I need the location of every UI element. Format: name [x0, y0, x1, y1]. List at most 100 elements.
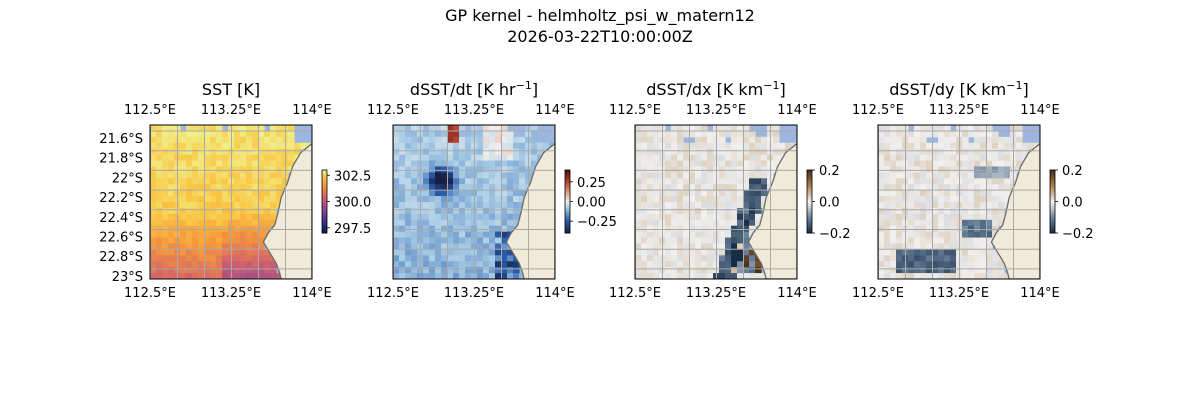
heatmap-cell [210, 249, 217, 256]
heatmap-cell [258, 273, 265, 279]
heatmap-cell [932, 249, 939, 256]
lon-label-bottom: 113.25°E [201, 286, 261, 301]
heatmap-cell [465, 172, 472, 179]
heatmap-cell [477, 231, 484, 239]
heatmap-cell [986, 255, 993, 262]
heatmap-cell [447, 225, 454, 233]
heatmap-cell [465, 261, 472, 268]
heatmap-cell [459, 142, 466, 150]
heatmap-cell [234, 130, 241, 138]
heatmap-cell [477, 125, 484, 132]
heatmap-cell [896, 243, 903, 250]
heatmap-cell [635, 225, 642, 233]
heatmap-cell [537, 148, 544, 156]
heatmap-cell [974, 219, 981, 227]
heatmap-cell [198, 130, 205, 138]
heatmap-cell [192, 219, 199, 227]
heatmap-cell [501, 166, 508, 173]
heatmap-cell [908, 213, 915, 221]
heatmap-cell [216, 273, 223, 279]
heatmap-cell [908, 190, 915, 197]
heatmap-cell [998, 154, 1005, 162]
heatmap-cell [192, 249, 199, 256]
heatmap-cell [519, 172, 526, 179]
heatmap-cell [647, 160, 654, 168]
heatmap-cell [210, 267, 217, 274]
heatmap-cell [707, 160, 714, 168]
heatmap-cell [665, 237, 672, 245]
heatmap-cell [932, 196, 939, 203]
heatmap-cell [725, 190, 732, 197]
heatmap-cell [647, 142, 654, 150]
heatmap-cell [198, 249, 205, 256]
heatmap-cell [908, 172, 915, 179]
heatmap-cell [435, 237, 442, 245]
heatmap-cell [878, 142, 885, 150]
heatmap-cell [743, 142, 750, 150]
heatmap-cell [162, 184, 169, 191]
heatmap-cell [695, 273, 702, 279]
heatmap-cell [920, 136, 927, 144]
heatmap-cell [689, 243, 696, 250]
heatmap-cell [938, 213, 945, 221]
heatmap-cell [641, 190, 648, 197]
heatmap-cell [180, 255, 187, 262]
heatmap-cell [192, 160, 199, 168]
heatmap-cell [393, 154, 400, 162]
heatmap-cell [896, 172, 903, 179]
heatmap-cell [216, 249, 223, 256]
heatmap-cell [258, 267, 265, 274]
heatmap-cell [192, 130, 199, 138]
heatmap-cell [890, 243, 897, 250]
heatmap-cell [635, 184, 642, 191]
colorbar-strip [807, 188, 812, 191]
heatmap-cell [501, 213, 508, 221]
heatmap-cell [216, 243, 223, 250]
heatmap-cell [890, 184, 897, 191]
heatmap-cell [156, 225, 163, 233]
heatmap-cell [719, 213, 726, 221]
heatmap-cell [653, 231, 660, 239]
heatmap-cell [435, 172, 442, 179]
heatmap-cell [447, 136, 454, 144]
heatmap-cell [483, 267, 490, 274]
heatmap-cell [647, 237, 654, 245]
heatmap-cell [162, 261, 169, 268]
heatmap-cell [701, 202, 708, 209]
heatmap-cell [447, 267, 454, 274]
heatmap-cell [926, 166, 933, 173]
heatmap-cell [405, 207, 412, 215]
heatmap-cell [264, 148, 271, 156]
heatmap-cell [483, 172, 490, 179]
heatmap-cell [635, 207, 642, 215]
heatmap-cell [920, 196, 927, 203]
heatmap-cell [719, 202, 726, 209]
heatmap-cell [677, 166, 684, 173]
heatmap-cell [641, 196, 648, 203]
heatmap-cell [986, 219, 993, 227]
heatmap-cell [186, 154, 193, 162]
heatmap-cell [453, 148, 460, 156]
heatmap-cell [429, 160, 436, 168]
heatmap-cell [393, 207, 400, 215]
heatmap-cell [920, 142, 927, 150]
heatmap-cell [647, 178, 654, 185]
heatmap-cell [447, 273, 454, 279]
heatmap-cell [980, 148, 987, 156]
heatmap-cell [441, 202, 448, 209]
heatmap-cell [731, 184, 738, 191]
heatmap-cell [743, 273, 750, 279]
heatmap-cell [980, 273, 987, 279]
heatmap-cell [489, 243, 496, 250]
colorbar-strip [807, 187, 812, 190]
heatmap-cell [950, 166, 957, 173]
heatmap-cell [884, 154, 891, 162]
heatmap-cell [399, 207, 406, 215]
heatmap-cell [755, 213, 762, 221]
heatmap-cell [968, 172, 975, 179]
heatmap-cell [192, 166, 199, 173]
heatmap-cell [210, 160, 217, 168]
heatmap-cell [483, 231, 490, 239]
heatmap-cell [677, 202, 684, 209]
heatmap-cell [986, 190, 993, 197]
